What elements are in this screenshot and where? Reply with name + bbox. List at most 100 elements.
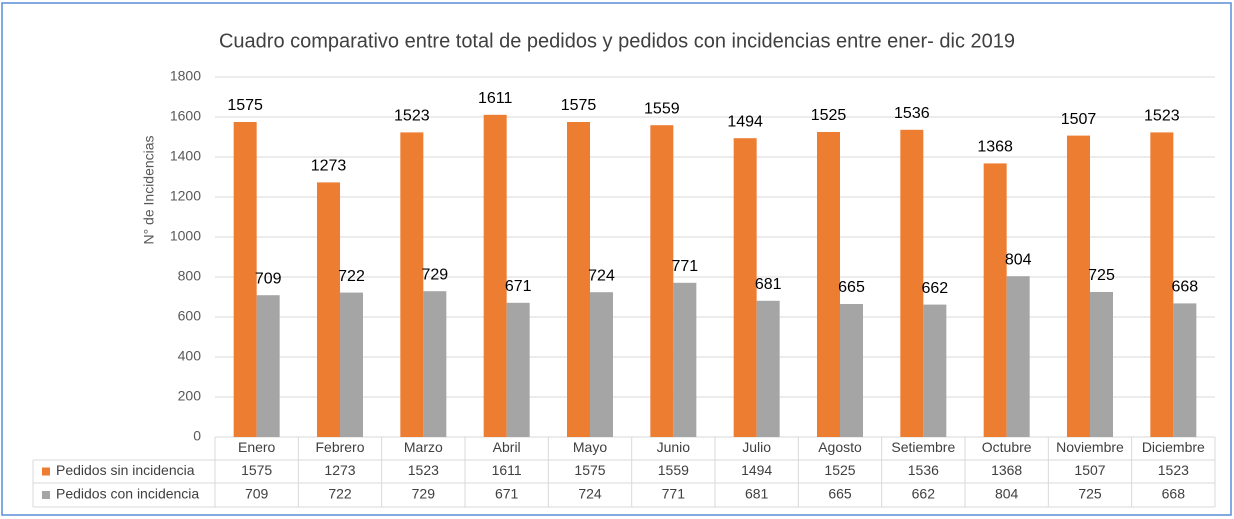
table-cell: 1611 — [492, 462, 522, 478]
y-tick-label: 0 — [193, 428, 201, 444]
table-cell: 665 — [828, 486, 852, 502]
y-tick-label: 1800 — [170, 68, 201, 84]
bar — [400, 132, 424, 437]
data-label: 668 — [1171, 279, 1198, 296]
data-label: 681 — [755, 276, 782, 293]
bar — [567, 122, 590, 437]
data-label: 1575 — [561, 97, 597, 114]
table-cell: 671 — [495, 486, 519, 502]
bar — [1006, 276, 1030, 437]
bar — [817, 132, 840, 437]
table-cell: 668 — [1162, 486, 1186, 502]
table-cell: 804 — [995, 486, 1019, 502]
data-label: 771 — [671, 258, 698, 275]
x-tick-label: Enero — [238, 439, 276, 455]
data-label: 1368 — [977, 139, 1013, 156]
y-tick-label: 1000 — [170, 228, 201, 244]
x-tick-label: Julio — [742, 439, 771, 455]
table-cell: 1575 — [241, 462, 272, 478]
x-tick-label: Diciembre — [1142, 439, 1205, 455]
data-label: 1507 — [1061, 111, 1097, 128]
table-cell: 729 — [412, 486, 436, 502]
data-label: 725 — [1088, 267, 1115, 284]
y-tick-label: 1200 — [170, 188, 201, 204]
x-tick-label: Mayo — [573, 439, 607, 455]
x-tick-label: Octubre — [982, 439, 1032, 455]
legend-label: Pedidos sin incidencia — [56, 462, 195, 478]
bar — [900, 129, 924, 438]
y-tick-label: 400 — [178, 348, 202, 364]
y-tick-label: 600 — [178, 308, 202, 324]
bar — [840, 304, 863, 437]
bar — [650, 125, 674, 437]
table-cell: 1523 — [1158, 462, 1189, 478]
data-label: 1523 — [394, 108, 430, 125]
bar — [1150, 132, 1174, 437]
bar — [923, 304, 947, 437]
legend-swatch — [42, 491, 50, 499]
data-label: 665 — [838, 279, 865, 296]
table-cell: 724 — [578, 486, 602, 502]
bar — [983, 163, 1007, 437]
data-label: 1559 — [644, 100, 680, 117]
data-label: 724 — [588, 267, 615, 284]
x-tick-label: Junio — [657, 439, 691, 455]
table-cell: 725 — [1078, 486, 1102, 502]
data-label: 1575 — [227, 97, 263, 114]
data-label: 1523 — [1144, 108, 1180, 125]
bar — [1067, 135, 1090, 437]
data-label: 671 — [505, 278, 532, 295]
x-tick-label: Agosto — [818, 439, 862, 455]
y-tick-label: 800 — [178, 268, 202, 284]
table-cell: 1525 — [824, 462, 855, 478]
data-label: 1525 — [811, 107, 847, 124]
x-tick-label: Setiembre — [891, 439, 955, 455]
bar — [590, 292, 613, 437]
data-label: 1536 — [894, 105, 930, 122]
bar — [1090, 292, 1113, 437]
data-label: 729 — [421, 266, 448, 283]
table-cell: 709 — [245, 486, 269, 502]
table-cell: 1575 — [574, 462, 605, 478]
table-cell: 1559 — [658, 462, 689, 478]
chart-title: Cuadro comparativo entre total de pedido… — [219, 30, 1015, 52]
data-label: 709 — [255, 270, 282, 287]
x-tick-label: Marzo — [404, 439, 443, 455]
data-label: 662 — [921, 280, 948, 297]
bar — [233, 122, 257, 437]
data-label: 804 — [1005, 251, 1032, 268]
table-cell: 1536 — [908, 462, 939, 478]
data-label: 1494 — [727, 113, 763, 130]
y-axis-label: N° de Incidencias — [141, 135, 157, 244]
legend-swatch — [42, 467, 50, 476]
bar — [483, 114, 507, 438]
table-cell: 1494 — [741, 462, 772, 478]
bar — [340, 292, 363, 437]
legend-label: Pedidos con incidencia — [56, 486, 199, 502]
bar — [1173, 303, 1197, 437]
bar — [756, 300, 780, 437]
table-cell: 681 — [745, 486, 769, 502]
table-cell: 1368 — [991, 462, 1022, 478]
x-tick-label: Febrero — [315, 439, 364, 455]
table-cell: 722 — [328, 486, 352, 502]
bar — [673, 282, 697, 437]
x-tick-label: Noviembre — [1056, 439, 1124, 455]
y-tick-label: 200 — [178, 388, 202, 404]
data-label: 722 — [338, 268, 365, 285]
y-tick-label: 1400 — [170, 148, 201, 164]
bar — [256, 295, 280, 437]
table-cell: 1507 — [1074, 462, 1105, 478]
data-label: 1273 — [311, 158, 347, 175]
x-tick-label: Abril — [493, 439, 521, 455]
table-cell: 1273 — [324, 462, 355, 478]
bar — [423, 291, 447, 437]
table-cell: 1523 — [408, 462, 439, 478]
data-label: 1611 — [478, 90, 513, 107]
bar — [733, 138, 757, 437]
y-tick-label: 1600 — [170, 108, 201, 124]
bar — [506, 302, 530, 437]
bar — [317, 182, 340, 437]
table-cell: 662 — [912, 486, 936, 502]
